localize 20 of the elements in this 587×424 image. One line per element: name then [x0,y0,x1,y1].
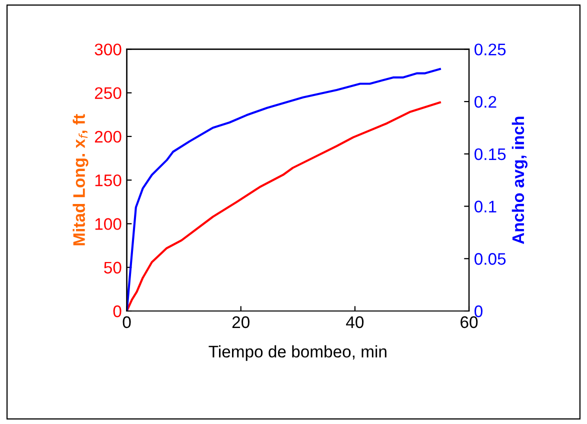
y-tick-label: 50 [104,262,122,274]
x-tick-label: 0 [122,316,131,328]
y-tick-label: 250 [94,87,122,100]
x-tick-label: 40 [346,316,364,328]
y2-tick-label: 0 [474,305,482,318]
y-tick-label: 200 [94,130,122,143]
y2-tick-label: 0.15 [474,148,506,160]
y-axis-title: Mitad Long. x$_{f}$, ft [72,114,88,246]
y-tick-label: 0 [113,305,122,318]
y-tick-label: 300 [94,44,122,56]
y-tick-label: 100 [95,218,122,230]
x-tick-label: 60 [460,316,478,328]
y-tick-label: 150 [95,174,122,186]
y2-axis-title: Ancho avg, inch [512,116,528,244]
x-tick-label: 20 [232,316,250,328]
y2-tick-label: 0.2 [474,96,496,108]
x-axis-title: Tiempo de bombeo, min [208,345,386,361]
y2-tick-label: 0.05 [474,253,506,265]
y2-tick-label: 0.1 [474,200,496,212]
y2-tick-label: 0.25 [474,44,506,56]
